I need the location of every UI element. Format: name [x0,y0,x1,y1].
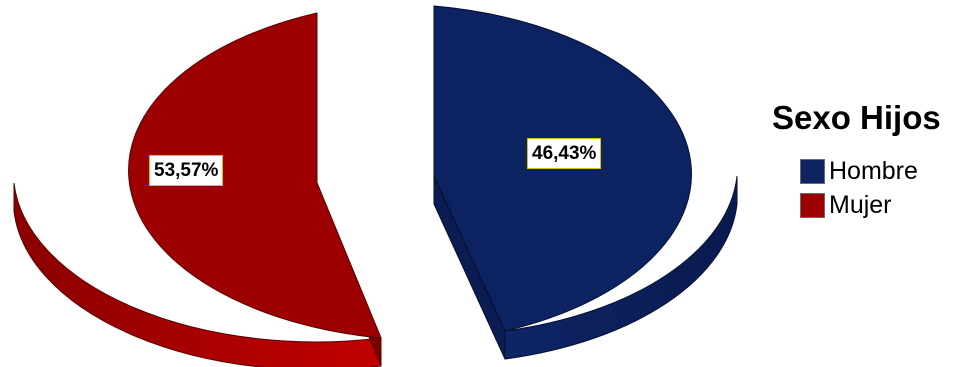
legend-label-hombre: Hombre [829,156,918,185]
pie-slice-hombre-side [504,175,738,360]
pie-slice-hombre [433,5,738,360]
pie-slice-mujer [13,12,382,367]
legend-label-mujer: Mujer [829,190,892,219]
data-label-hombre: 46,43% [527,138,602,169]
legend-item-hombre: Hombre [800,154,941,188]
data-label-mujer: 53,57% [149,155,224,186]
legend-swatch-hombre [800,158,825,184]
legend-title: Sexo Hijos [772,99,941,136]
legend-item-mujer: Mujer [800,188,941,222]
legend-swatch-mujer [800,192,825,218]
legend: Sexo Hijos Hombre Mujer [772,101,941,222]
pie-slice-mujer-top [128,12,382,339]
